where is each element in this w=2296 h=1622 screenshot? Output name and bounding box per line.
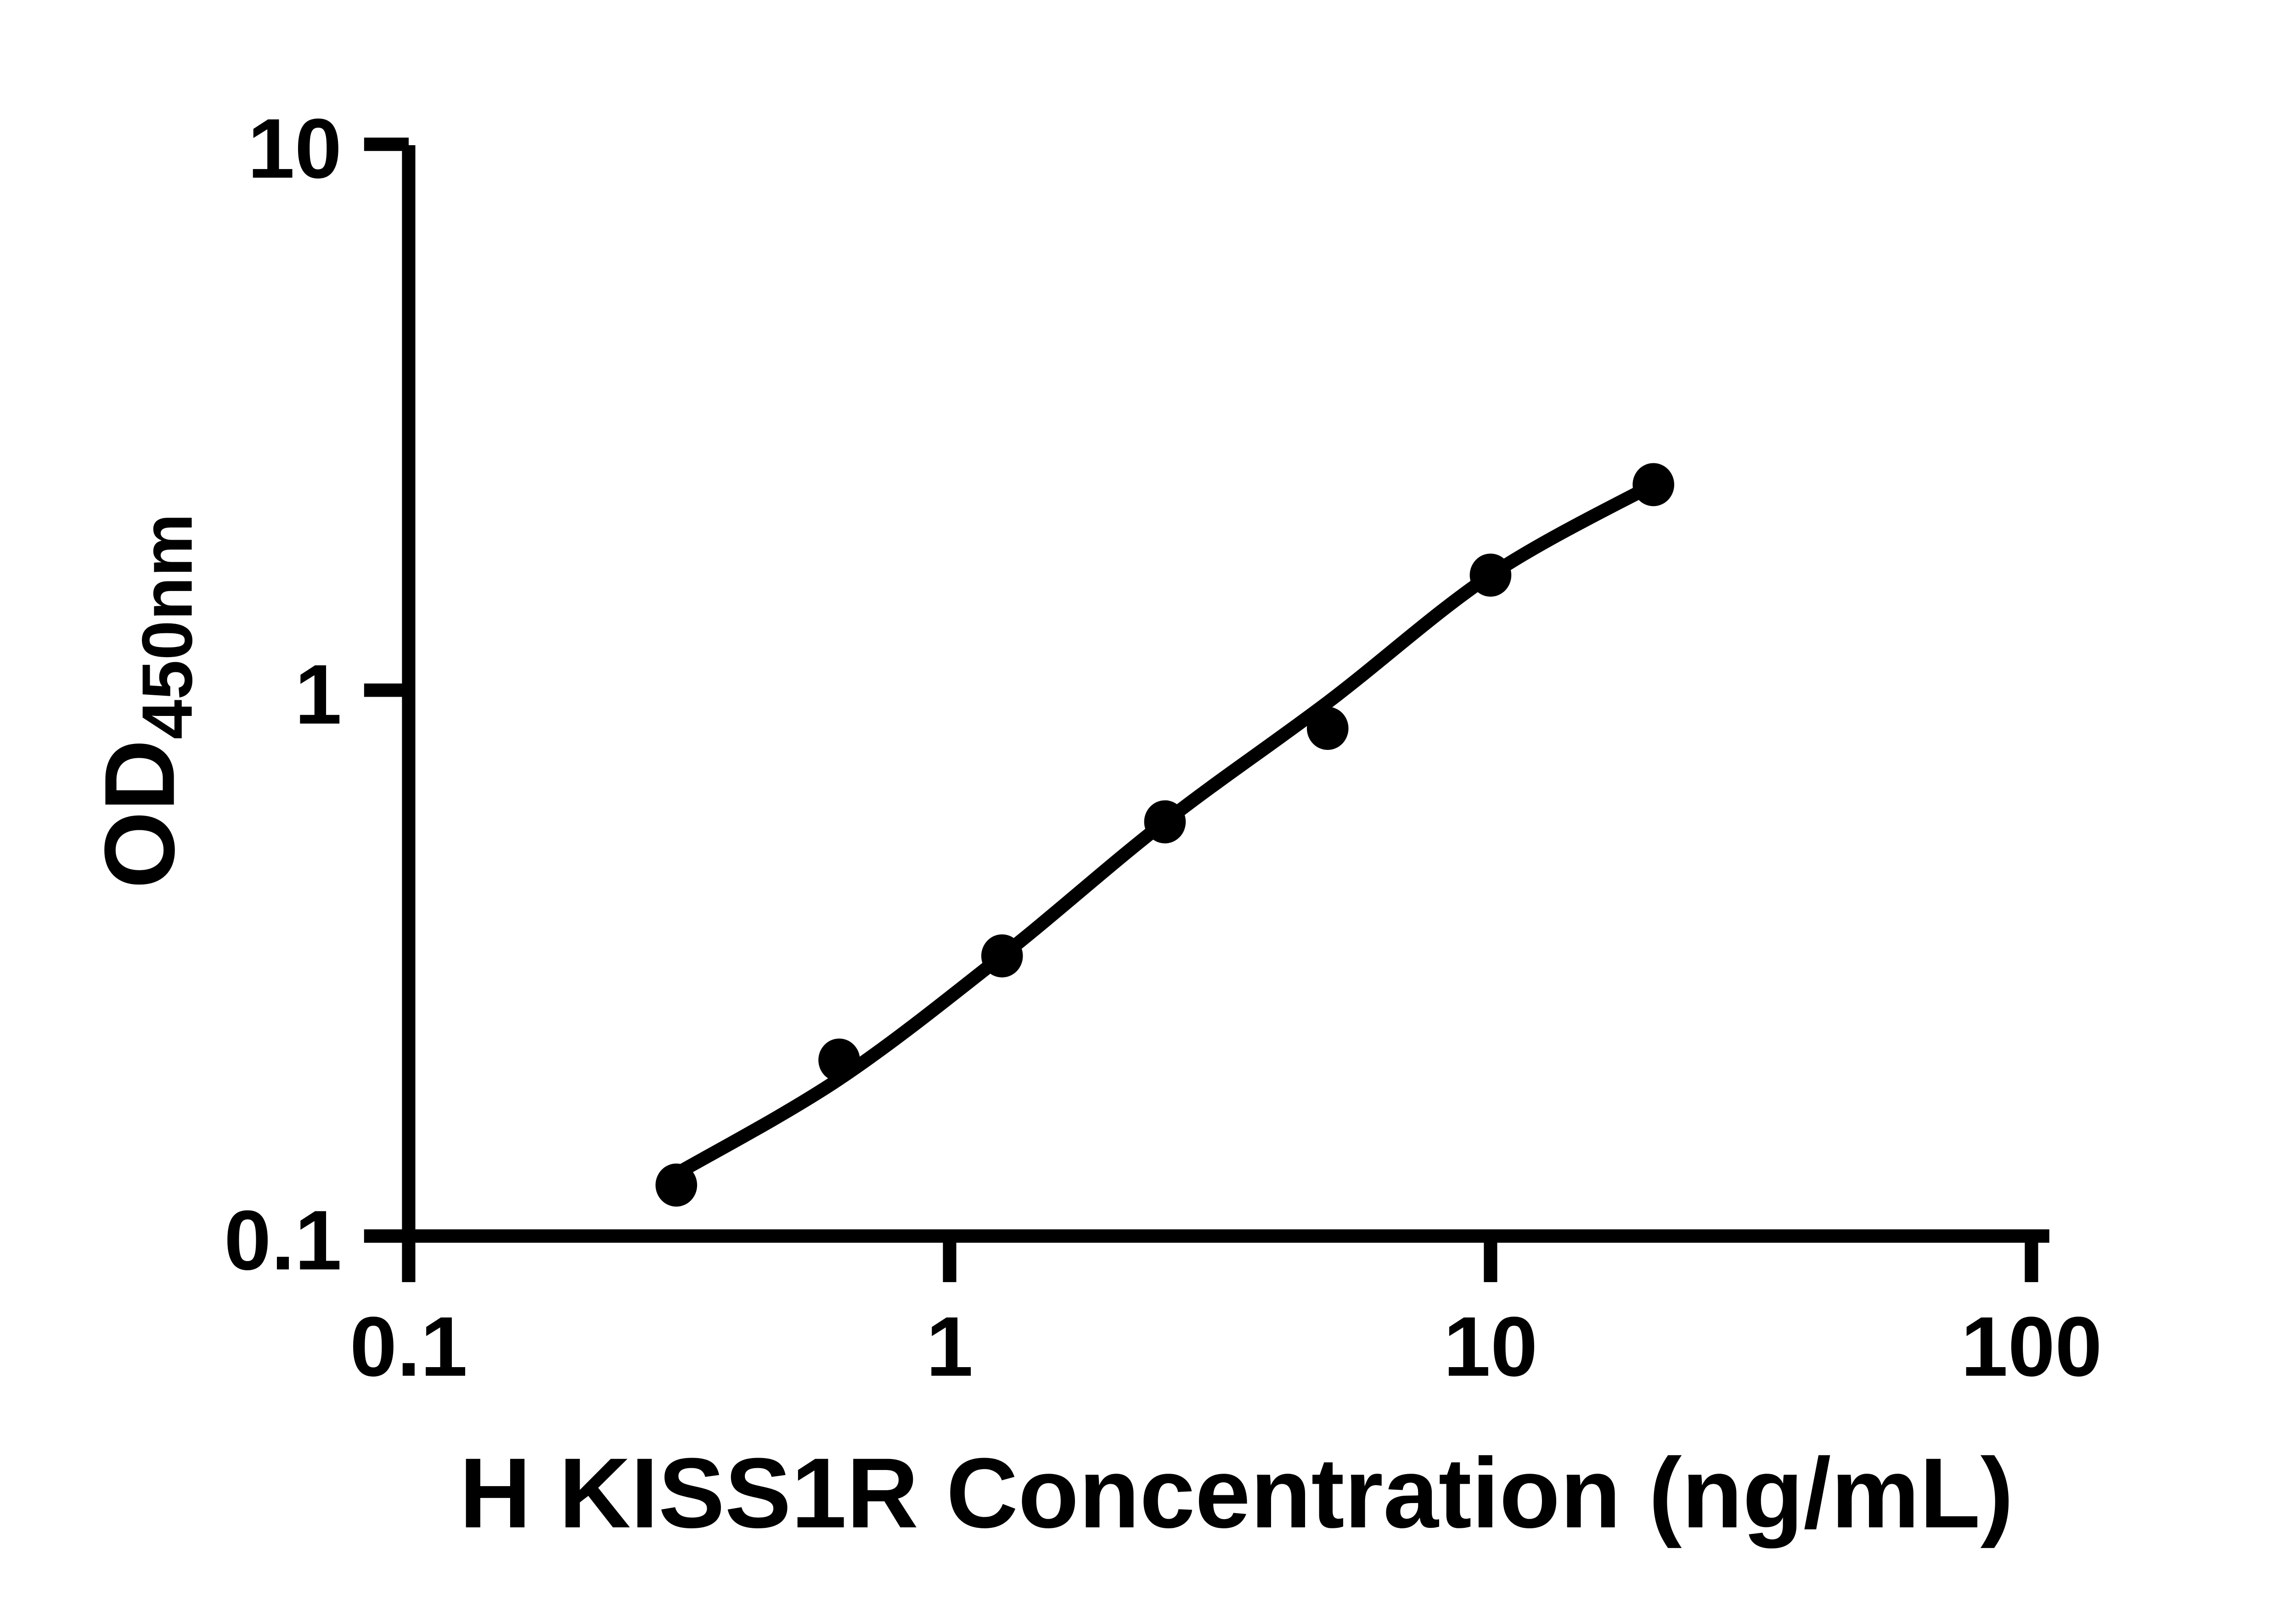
data-point xyxy=(655,1163,698,1207)
data-point xyxy=(818,1038,860,1082)
y-tick-label: 1 xyxy=(295,648,342,742)
y-axis-title: OD450nm xyxy=(84,513,207,889)
data-point xyxy=(1469,553,1512,597)
tick-labels: 0.1 1 10 100 0.1 1 10 xyxy=(224,101,2102,1394)
y-tick-label: 10 xyxy=(248,101,342,196)
y-axis-title-main: OD xyxy=(84,739,195,889)
data-points xyxy=(655,463,1674,1207)
data-point xyxy=(1144,800,1186,844)
x-axis-title: H KISS1R Concentration (ng/mL) xyxy=(459,1437,2014,1549)
y-axis-title-subscript: 450nm xyxy=(127,513,207,739)
x-tick-label: 1 xyxy=(926,1300,974,1394)
data-point xyxy=(1306,707,1349,750)
x-tick-label: 10 xyxy=(1443,1300,1537,1394)
axis-ticks xyxy=(364,137,2038,1282)
axes xyxy=(364,145,2049,1243)
data-point xyxy=(1632,463,1674,507)
x-tick-label: 0.1 xyxy=(350,1300,467,1394)
x-tick-label: 100 xyxy=(1961,1300,2102,1394)
data-point xyxy=(981,934,1023,978)
y-tick-label: 0.1 xyxy=(224,1193,342,1288)
